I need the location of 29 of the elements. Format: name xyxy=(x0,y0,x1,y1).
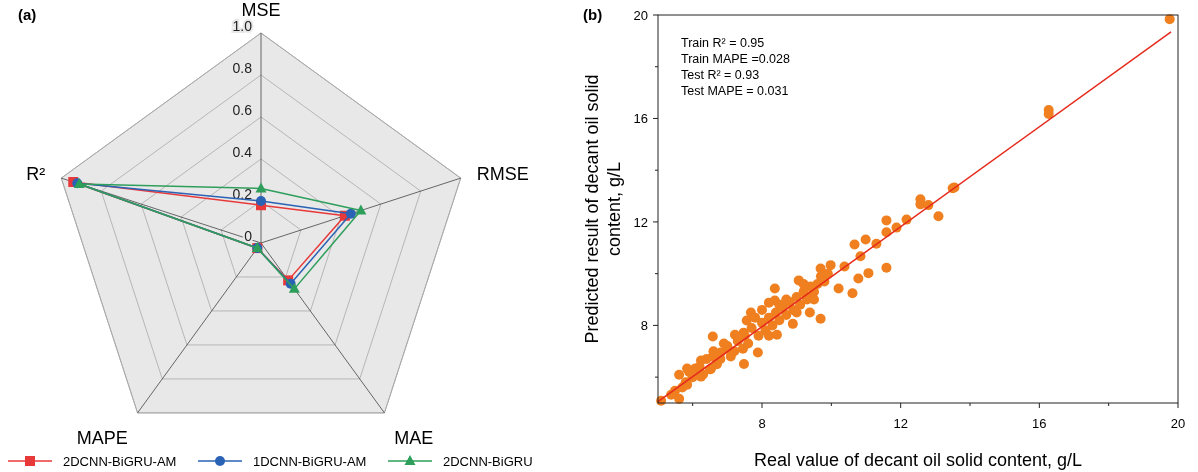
annotation: Train MAPE =0.028 xyxy=(681,52,791,66)
y-tick-label: 0.8 xyxy=(232,60,253,76)
y-tick-label: 1.0 xyxy=(232,18,253,34)
x-axis-title: Real value of decant oil solid content, g/L xyxy=(753,450,1083,470)
spoke-label: MAE xyxy=(394,428,434,449)
x-tick-label: 20 xyxy=(1170,416,1186,431)
chart-title: (b) xyxy=(583,6,603,23)
y-axis-title: Predicted result of decant oil solid content, g/L xyxy=(582,74,624,344)
annotation: Test R² = 0.93 xyxy=(681,68,760,82)
x-tick-label: 16 xyxy=(1032,416,1047,431)
legend-label: 2DCNN-BiGRU-AM xyxy=(63,454,177,469)
spoke-label: RMSE xyxy=(476,163,529,184)
annotation: Test MAPE = 0.031 xyxy=(681,84,789,98)
y-tick-label: 16 xyxy=(633,111,648,127)
annotation: Train R² = 0.95 xyxy=(681,36,765,50)
y-tick-label: 8 xyxy=(640,318,648,334)
legend-label: 2DCNN-BiGRU xyxy=(443,454,533,469)
y-tick-label: 12 xyxy=(633,214,648,230)
y-tick-label: 0.6 xyxy=(232,102,253,118)
spoke-label: MSE xyxy=(241,0,281,21)
legend-label: 1DCNN-BiGRU-AM xyxy=(253,454,367,469)
spoke-label: MAPE xyxy=(76,428,128,449)
y-tick-label: 0 xyxy=(244,228,253,244)
y-tick-label: 0.4 xyxy=(232,144,253,160)
x-tick-label: 8 xyxy=(758,416,766,431)
y-tick-label: 20 xyxy=(633,8,648,23)
chart-title: (a) xyxy=(18,6,37,23)
x-tick-label: 12 xyxy=(893,416,908,431)
spoke-label: R² xyxy=(26,163,46,184)
